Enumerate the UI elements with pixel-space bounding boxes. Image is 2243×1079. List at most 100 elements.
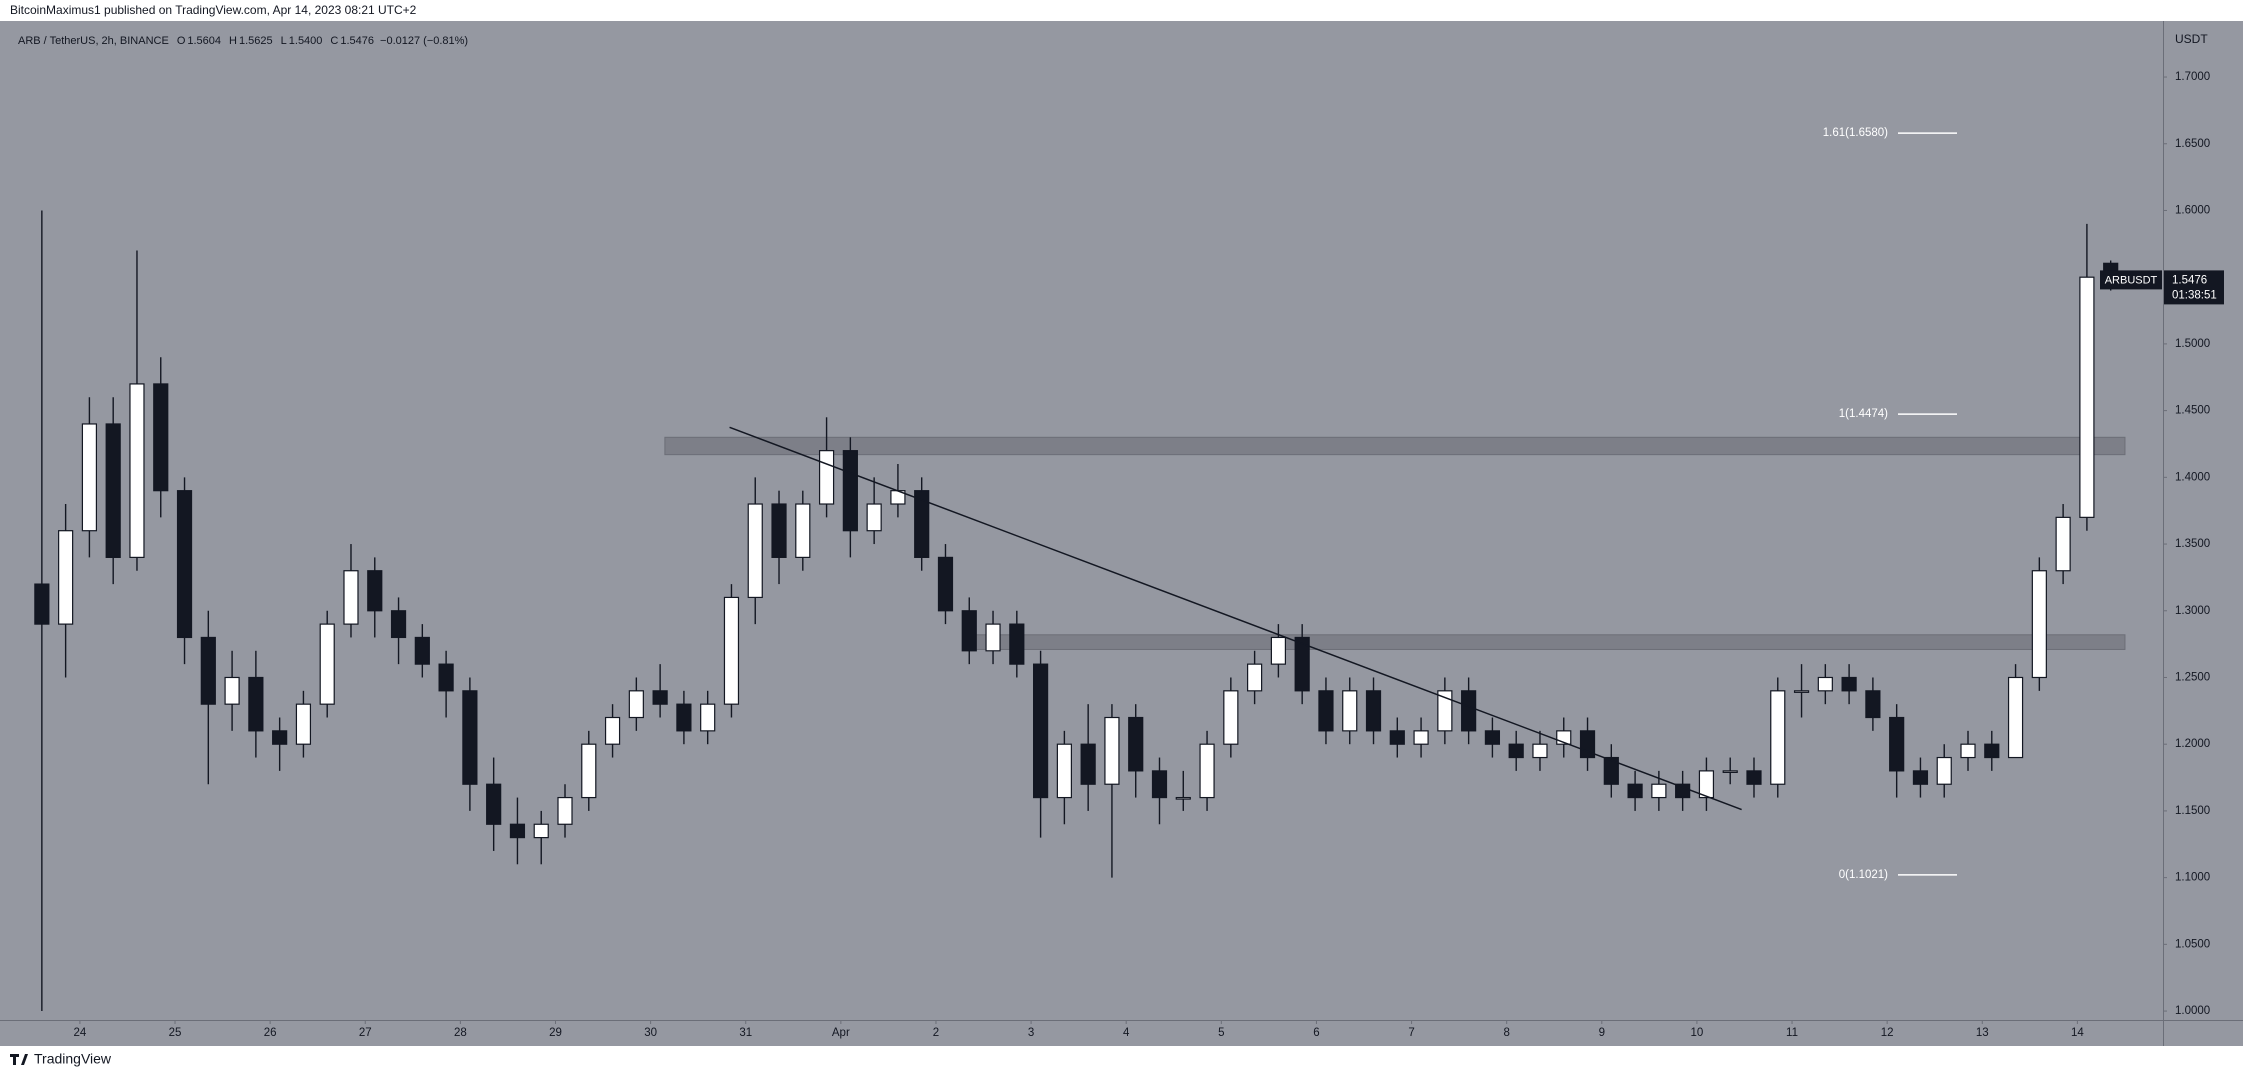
price-tag bbox=[2164, 270, 2224, 305]
candle-body bbox=[58, 530, 74, 625]
candle-body bbox=[1532, 743, 1548, 759]
candle-body bbox=[700, 703, 716, 732]
symbol-tag bbox=[2100, 270, 2162, 290]
y-tick-label: 1.1500 bbox=[2175, 805, 2210, 817]
candle-body bbox=[390, 610, 407, 639]
candle-body bbox=[1365, 690, 1382, 732]
candle-body bbox=[747, 503, 763, 599]
brand: TradingView bbox=[34, 1051, 112, 1067]
y-tick-label: 1.6000 bbox=[2175, 205, 2210, 217]
candle-body bbox=[1627, 783, 1643, 799]
candle-body bbox=[1080, 743, 1096, 785]
y-tick-label: 1.2500 bbox=[2175, 672, 2210, 684]
y-tick-label: 1.6500 bbox=[2175, 138, 2210, 150]
x-tick-label: 8 bbox=[1503, 1027, 1509, 1039]
y-tick-label: 1.4000 bbox=[2175, 471, 2210, 483]
resistance-zone bbox=[971, 634, 2126, 650]
candle-body bbox=[319, 623, 335, 705]
candle-body bbox=[1960, 743, 1976, 759]
y-tick-label: 1.3000 bbox=[2175, 605, 2210, 617]
x-tick-label: 6 bbox=[1313, 1027, 1319, 1039]
x-tick-label: 13 bbox=[1976, 1027, 1989, 1039]
candle-body bbox=[1865, 690, 1881, 719]
candle-body bbox=[1817, 676, 1833, 692]
candle-body bbox=[1698, 770, 1715, 799]
candle-body bbox=[2055, 516, 2071, 572]
x-tick-label: 29 bbox=[549, 1027, 562, 1039]
ohlc-value: 1.5604 bbox=[187, 35, 221, 47]
candle-body bbox=[914, 490, 930, 558]
candle-body bbox=[1936, 756, 1952, 785]
x-tick-label: Apr bbox=[832, 1027, 850, 1039]
candle-body bbox=[1413, 730, 1429, 745]
candle-body bbox=[1009, 623, 1025, 665]
ohlc-key: C bbox=[330, 35, 338, 47]
ohlc-value: 1.5476 bbox=[340, 35, 374, 47]
x-tick-label: 31 bbox=[739, 1027, 752, 1039]
candle-body bbox=[1342, 690, 1358, 732]
candle-body bbox=[1104, 716, 1120, 785]
candle-body bbox=[557, 796, 573, 825]
candle-body bbox=[1247, 663, 1263, 692]
candle-body bbox=[367, 570, 383, 612]
candle-body bbox=[1175, 796, 1191, 800]
candle-body bbox=[1508, 743, 1524, 759]
candle-body bbox=[604, 716, 621, 745]
ohlc-key: H bbox=[229, 35, 237, 47]
candle-body bbox=[2007, 676, 2024, 759]
price-tag-value: 1.5476 bbox=[2172, 274, 2207, 286]
candle-body bbox=[1603, 756, 1619, 785]
ohlc-key: O bbox=[177, 35, 186, 47]
candle-body bbox=[1579, 730, 1596, 759]
candle-body bbox=[1223, 690, 1239, 745]
candle-body bbox=[438, 663, 454, 692]
candle-body bbox=[1675, 783, 1691, 799]
candle-body bbox=[961, 610, 977, 652]
candle-body bbox=[771, 503, 787, 558]
symbol: ARB / TetherUS, 2h, BINANCE bbox=[18, 35, 169, 47]
candle-body bbox=[866, 503, 882, 532]
candle-body bbox=[1294, 636, 1310, 692]
candle-body bbox=[652, 690, 668, 705]
candle-body bbox=[1770, 690, 1786, 785]
symbol-tag-label: ARBUSDT bbox=[2105, 274, 2158, 286]
ohlc-value: 1.5400 bbox=[289, 35, 323, 47]
y-tick-label: 1.5000 bbox=[2175, 338, 2210, 350]
x-tick-label: 11 bbox=[1786, 1027, 1798, 1039]
x-tick-label: 3 bbox=[1028, 1027, 1034, 1039]
candle-body bbox=[842, 450, 858, 532]
x-tick-label: 24 bbox=[74, 1027, 87, 1039]
candle-body bbox=[105, 423, 121, 558]
y-tick-label: 1.0000 bbox=[2175, 1005, 2210, 1017]
candle-body bbox=[581, 743, 597, 799]
candle-body bbox=[486, 783, 502, 825]
x-tick-label: 26 bbox=[264, 1027, 277, 1039]
symbol-legend: ARB / TetherUS, 2h, BINANCE O 1.5604 H 1.562… bbox=[18, 35, 468, 47]
candle-body bbox=[2031, 570, 2047, 679]
candle-body bbox=[1437, 690, 1453, 732]
candle-body bbox=[676, 703, 692, 732]
candle-body bbox=[81, 423, 98, 532]
y-tick-label: 1.3500 bbox=[2175, 538, 2210, 550]
y-tick-label: 1.1000 bbox=[2175, 872, 2210, 884]
y-tick-label: 1.7000 bbox=[2175, 71, 2210, 83]
candle-body bbox=[1722, 770, 1738, 773]
candle-body bbox=[224, 676, 240, 705]
candle-body bbox=[1032, 663, 1049, 799]
candle-body bbox=[795, 503, 811, 558]
resistance-zone bbox=[664, 436, 2126, 456]
candle-body bbox=[1746, 770, 1762, 785]
ohlc-value: 1.5625 bbox=[239, 35, 273, 47]
candle-body bbox=[1056, 743, 1072, 799]
x-tick-label: 27 bbox=[359, 1027, 372, 1039]
x-tick-label: 10 bbox=[1691, 1027, 1704, 1039]
candle-body bbox=[1128, 716, 1144, 772]
candle-body bbox=[153, 383, 169, 492]
x-tick-label: 5 bbox=[1218, 1027, 1224, 1039]
y-tick-label: 1.2000 bbox=[2175, 738, 2210, 750]
candle-body bbox=[533, 823, 549, 839]
candle-body bbox=[272, 730, 288, 745]
x-tick-label: 12 bbox=[1881, 1027, 1894, 1039]
